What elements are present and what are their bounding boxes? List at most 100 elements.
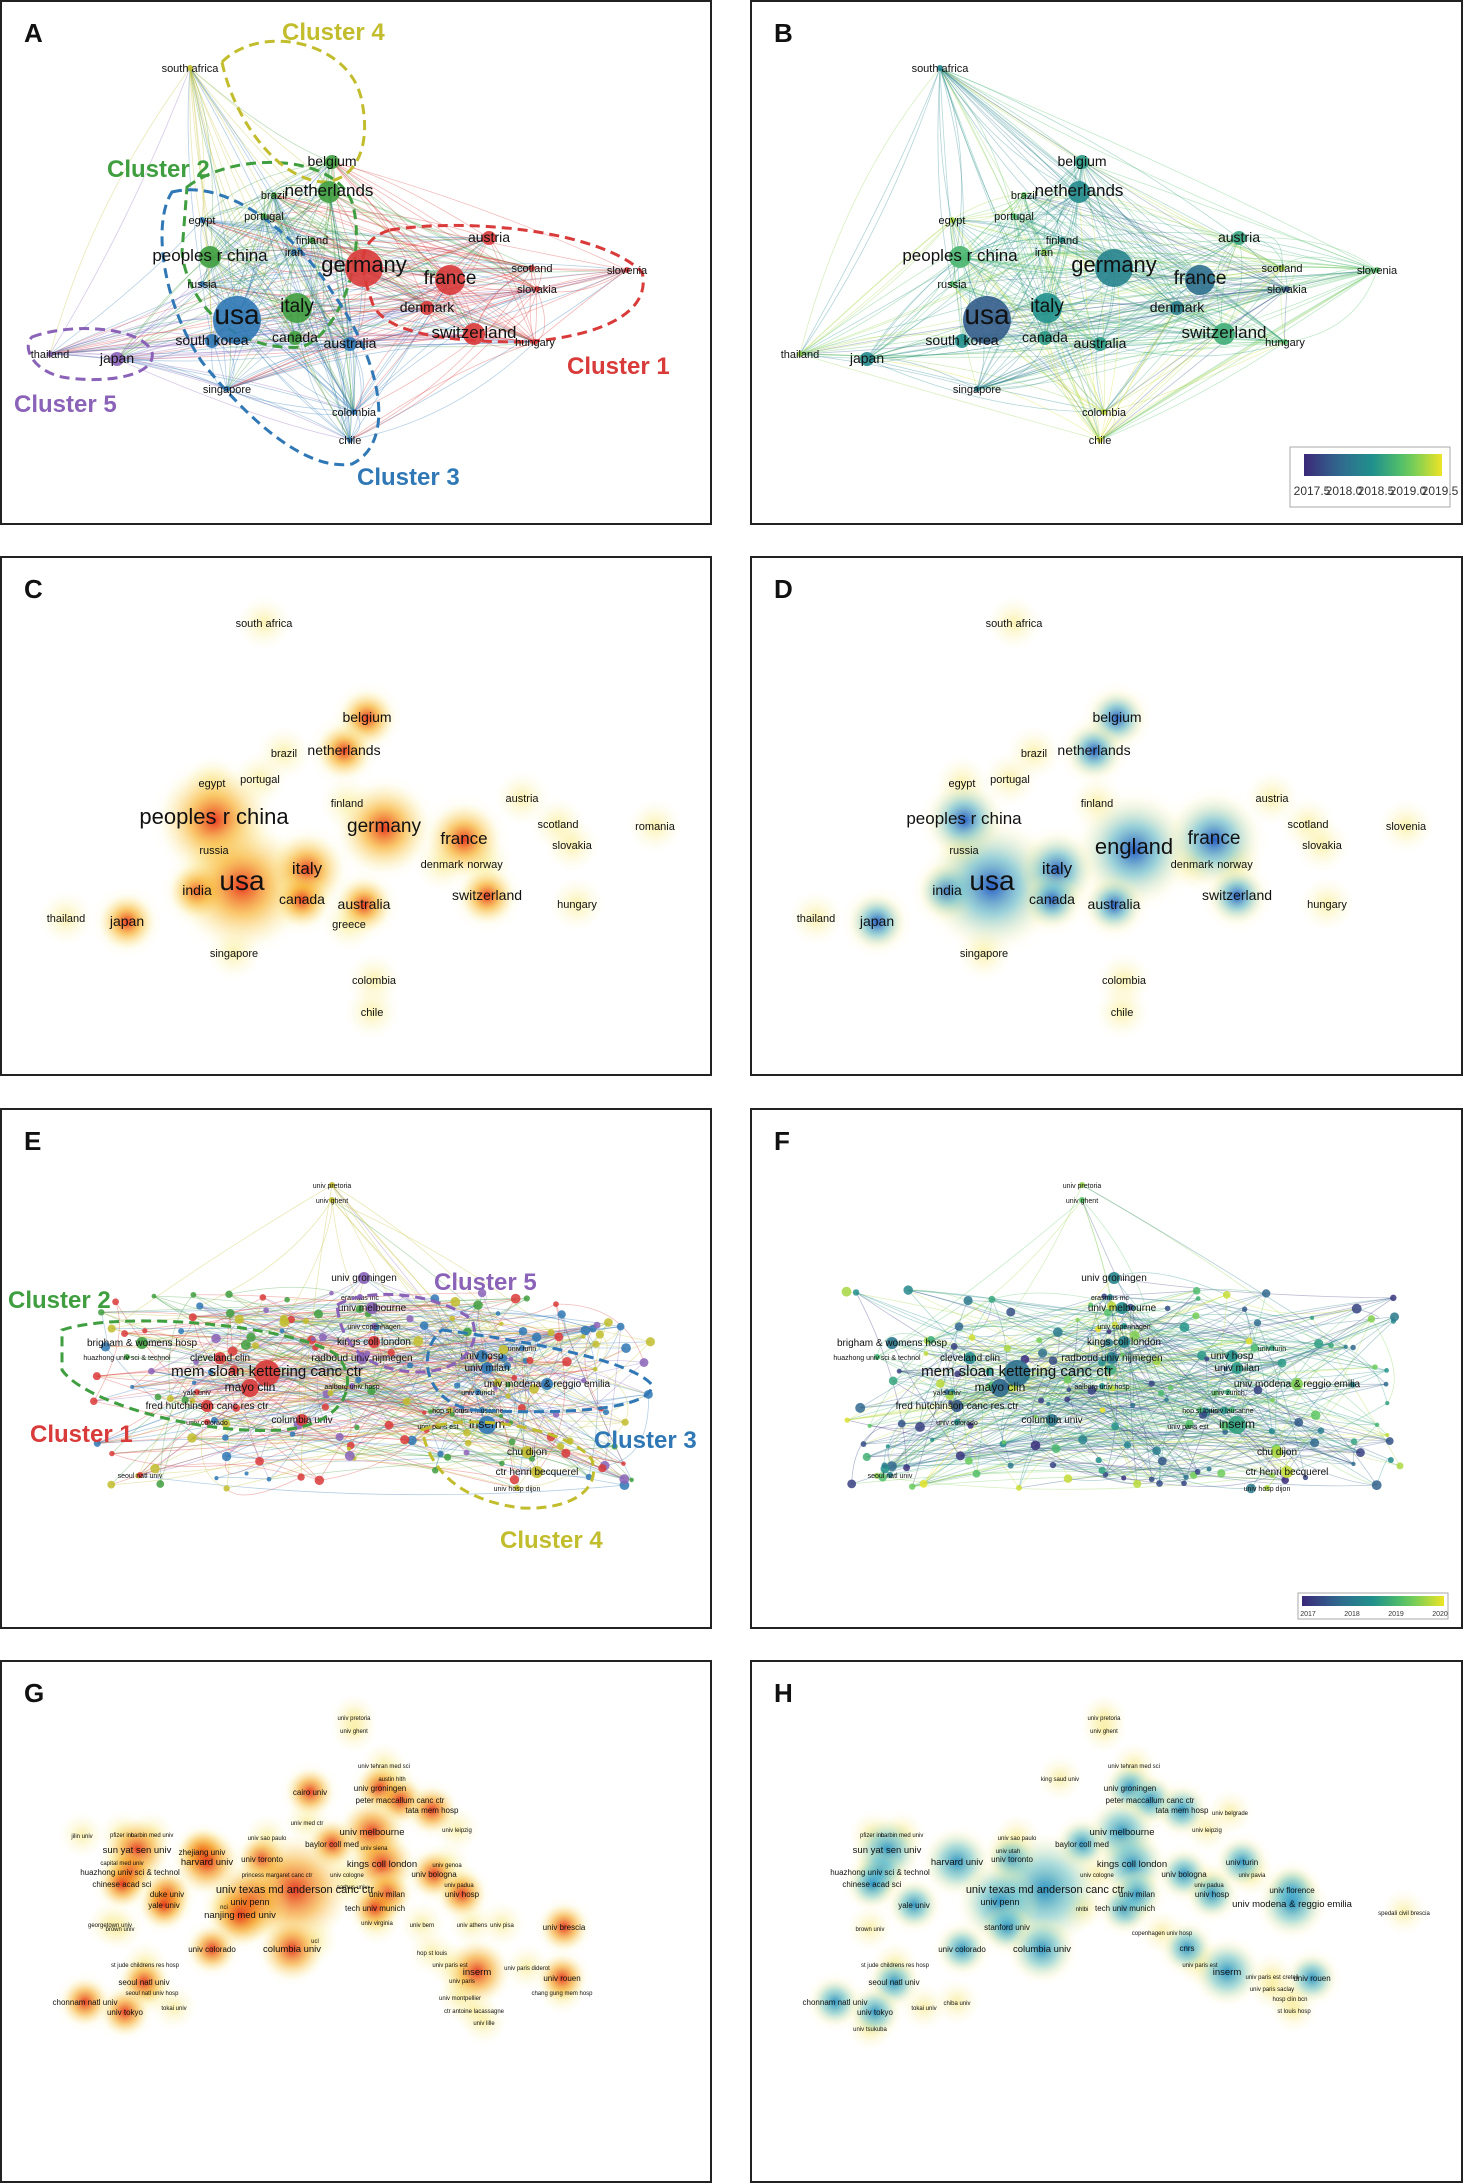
minor-node — [367, 1386, 376, 1396]
link-edge — [49, 237, 490, 355]
density-halo — [331, 1707, 377, 1753]
label-germany: germany — [321, 252, 407, 277]
density-core — [188, 1925, 236, 1973]
minor-node — [1192, 1312, 1200, 1320]
colorbar-tick: 2019.5 — [1422, 484, 1459, 498]
label-univ-colorado: univ colorado — [938, 1945, 986, 1954]
link-edge — [923, 1385, 1103, 1485]
minor-node — [495, 1311, 501, 1316]
link-edge — [228, 1294, 528, 1453]
link-edge — [959, 256, 1286, 343]
link-edge — [273, 194, 538, 290]
link-edge — [1099, 307, 1178, 441]
link-edge — [262, 1297, 552, 1438]
link-edge — [116, 288, 538, 360]
label-univ-milan: univ milan — [369, 1890, 405, 1899]
minor-node — [581, 1334, 586, 1339]
link-edge — [1099, 288, 1288, 441]
link-edge — [939, 67, 1288, 290]
link-edge — [209, 256, 355, 413]
link-edge — [210, 1372, 230, 1489]
label-univ-turin: univ turin — [1226, 1858, 1258, 1867]
link-edge — [930, 1320, 1110, 1341]
link-edge — [951, 219, 1178, 309]
label-mayo-clin: mayo clin — [225, 1380, 276, 1394]
minor-node — [1302, 1474, 1309, 1481]
link-edge — [111, 1415, 502, 1454]
link-edge — [322, 1327, 377, 1345]
label-hop-st-louis: hop st louis — [1182, 1408, 1218, 1415]
link-edge — [986, 288, 1288, 321]
minor-node — [1129, 1402, 1136, 1409]
label-univ-lausanne: univ lausanne — [1210, 1408, 1253, 1415]
link-edge — [931, 1298, 1199, 1441]
link-edge — [855, 1292, 1042, 1401]
link-edge — [284, 1317, 537, 1338]
link-edge — [1257, 1322, 1306, 1478]
link-edge — [1103, 237, 1240, 413]
link-edge — [435, 1341, 651, 1471]
minor-node — [553, 1301, 559, 1308]
minor-node — [886, 1461, 897, 1472]
link-edge — [946, 1391, 1206, 1415]
minor-node — [595, 1330, 604, 1339]
link-edge — [1224, 1316, 1395, 1411]
label-univ-melbourne: univ melbourne — [338, 1303, 407, 1314]
node-yale-univ — [194, 1389, 200, 1395]
label-princess-margaret-canc-ctr: princess margaret canc ctr — [242, 1873, 313, 1879]
link-edge — [1281, 263, 1297, 290]
link-edge — [1052, 1450, 1157, 1474]
label-egypt: egypt — [199, 778, 226, 790]
colorbar-tick: 2018 — [1344, 1611, 1360, 1618]
link-edge — [1029, 1360, 1054, 1446]
link-edge — [976, 337, 1046, 390]
minor-node — [1101, 1293, 1107, 1300]
link-edge — [371, 1318, 411, 1392]
link-edge — [1170, 1347, 1273, 1389]
minor-node — [221, 1419, 231, 1429]
link-edge — [959, 238, 1063, 258]
link-edge — [192, 1299, 288, 1318]
node-inserm — [1228, 1416, 1246, 1434]
link-edge — [116, 307, 298, 360]
link-edge — [315, 1347, 596, 1370]
node-singapore — [974, 386, 980, 392]
link-edge — [201, 239, 313, 285]
link-edge — [293, 251, 538, 290]
link-edge — [230, 1312, 528, 1453]
link-edge — [1099, 341, 1286, 441]
minor-node — [287, 1315, 295, 1324]
link-edge — [901, 1422, 1011, 1466]
link-edge — [283, 1318, 607, 1413]
label-yale-univ: yale univ — [933, 1390, 961, 1397]
link-edge — [1013, 215, 1286, 343]
link-edge — [536, 1336, 566, 1473]
link-edge — [1099, 288, 1288, 345]
link-edge — [226, 1277, 365, 1457]
link-edge — [1137, 1448, 1277, 1485]
link-edge — [281, 1330, 392, 1354]
minor-node — [896, 1368, 902, 1374]
minor-node — [251, 1342, 259, 1350]
link-edge — [1238, 237, 1378, 271]
link-edge — [189, 67, 205, 221]
minor-node — [210, 1416, 218, 1424]
link-edge — [866, 358, 978, 390]
link-edge — [225, 1336, 584, 1438]
link-edge — [298, 1340, 419, 1425]
minor-node — [1158, 1456, 1167, 1466]
link-edge — [411, 1385, 458, 1441]
minor-node — [1106, 1301, 1117, 1311]
link-edge — [367, 1322, 609, 1355]
link-edge — [228, 1294, 538, 1473]
link-edge — [884, 1439, 1083, 1467]
label-kings-coll-london: kings coll london — [1097, 1859, 1167, 1870]
link-edge — [189, 67, 428, 309]
node-egypt — [949, 217, 955, 223]
link-edge — [799, 219, 953, 355]
link-edge — [1067, 1344, 1332, 1400]
label-australia: australia — [1088, 896, 1141, 912]
minor-node — [437, 1450, 444, 1458]
minor-node — [1003, 1344, 1012, 1352]
colorbar-tick: 2020 — [1432, 1611, 1448, 1618]
